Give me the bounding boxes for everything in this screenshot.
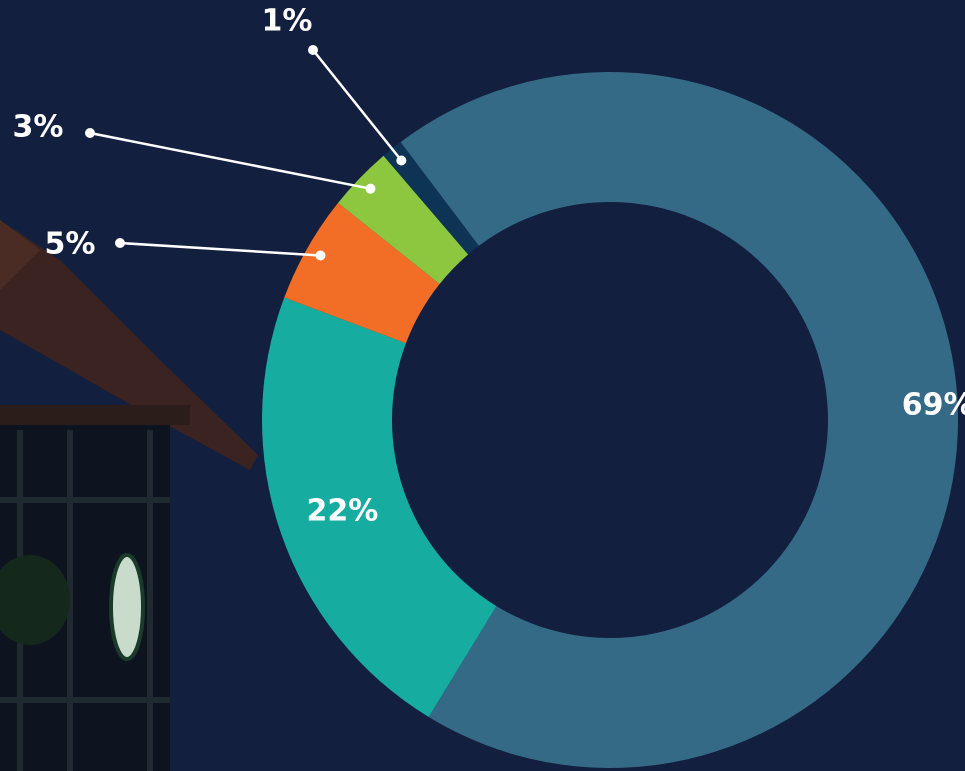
leader-dot — [115, 238, 125, 248]
clock-tower — [0, 220, 258, 771]
leader-dot — [365, 183, 376, 194]
clock-face-side — [0, 555, 70, 645]
leader-dot — [396, 155, 407, 166]
donut-slice — [400, 72, 959, 769]
leader-dot — [315, 250, 326, 261]
leader-dot — [85, 128, 95, 138]
data-label: 22% — [307, 494, 379, 529]
leader-line — [312, 49, 403, 162]
data-label: 69% — [902, 388, 965, 423]
leader-line — [119, 241, 321, 257]
leader-line — [89, 131, 371, 190]
data-label: 1% — [262, 4, 313, 39]
tower-roof-face — [0, 220, 40, 290]
donut-slice — [261, 297, 497, 718]
data-label: 3% — [13, 110, 64, 145]
data-label: 5% — [45, 227, 96, 262]
donut-slice — [383, 142, 479, 255]
donut-slice — [284, 202, 440, 344]
donut — [261, 72, 959, 769]
leader-dot — [308, 45, 318, 55]
tower-eave — [0, 405, 190, 425]
clock-face — [109, 553, 145, 661]
tower-roof — [0, 220, 258, 470]
